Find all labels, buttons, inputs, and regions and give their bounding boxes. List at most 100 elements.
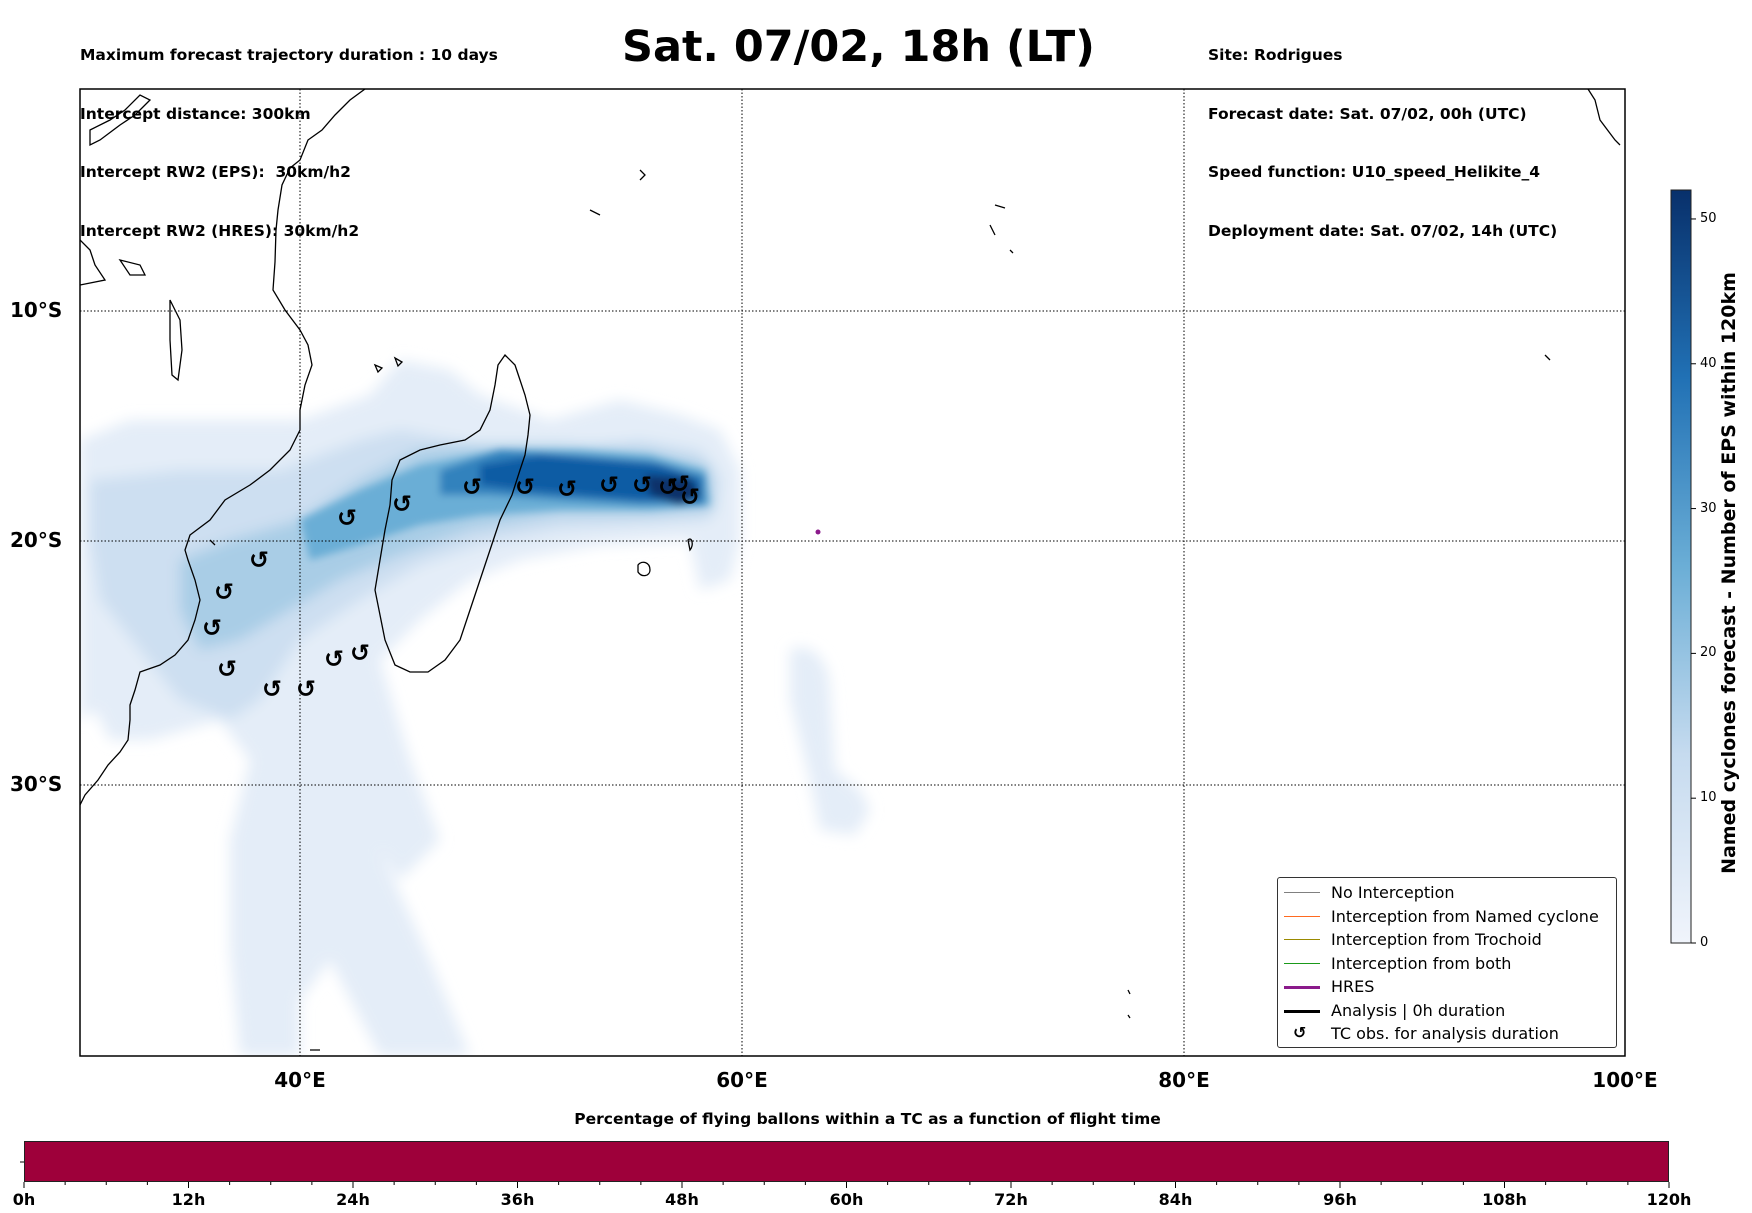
param-intercept-hres: Intercept RW2 (HRES): 30km/h2 (80, 221, 360, 240)
lat-label-10s: 10°S (10, 298, 63, 322)
africa-coast (80, 89, 366, 806)
comoros-2 (373, 363, 384, 374)
colorbar-right-tick-label: 10 (1700, 790, 1717, 806)
amsterdam-island (1127, 989, 1131, 1019)
param-trajectory-duration: Maximum forecast trajectory duration : 1… (80, 46, 498, 64)
madagascar (374, 353, 531, 673)
hres-point (815, 529, 821, 535)
legend-item: Interception from both (1278, 953, 1616, 975)
legend-line-swatch (1284, 962, 1320, 964)
density-tail-east (790, 647, 870, 835)
colorbar-bottom-tick-label: 120h (1646, 1190, 1692, 1209)
colorbar-right-tick-label: 30 (1700, 500, 1717, 516)
legend-label: Interception from both (1331, 953, 1512, 973)
tc-obs-symbol: ↺ (350, 639, 370, 667)
tc-obs-symbol: ↺ (392, 490, 412, 518)
tc-obs-symbol: ↺ (670, 470, 690, 498)
maldives (1587, 89, 1621, 146)
legend-label: Interception from Trochoid (1331, 930, 1542, 949)
legend-line-swatch (1284, 986, 1320, 989)
tc-obs-symbol: ↺ (217, 655, 237, 683)
legend-item: Analysis | 0h duration (1278, 1000, 1616, 1022)
colorbar-bottom-tick-label: 96h (1323, 1190, 1357, 1209)
tc-obs-symbol: ↺ (262, 675, 282, 703)
arabia-islands (89, 94, 152, 147)
comoros-1 (393, 356, 404, 368)
tc-obs-symbol: ↺ (557, 475, 577, 503)
param-intercept-eps: Intercept RW2 (EPS): 30km/h2 (80, 163, 351, 181)
density-core (645, 475, 700, 505)
legend-item: Interception from Trochoid (1278, 929, 1616, 951)
legend-item: Interception from Named cyclone (1278, 906, 1616, 928)
grid-lines (80, 89, 1625, 1056)
legend-label: Analysis | 0h duration (1331, 1000, 1506, 1020)
tc-obs-symbol: ↺ (202, 614, 222, 642)
forecast-date: Forecast date: Sat. 07/02, 00h (UTC) (1208, 104, 1527, 123)
site-name: Site: Rodrigues (1208, 46, 1343, 64)
colorbar-bottom-tick-label: 24h (336, 1190, 370, 1209)
legend-label: No Interception (1331, 883, 1455, 902)
colorbar-bottom-tick-label: 108h (1482, 1190, 1527, 1209)
colorbar-bottom-tick-label: 60h (829, 1190, 864, 1209)
site-info: Site: Rodrigues Forecast date: Sat. 07/0… (1208, 7, 1557, 261)
tc-obs-symbol: ↺ (214, 578, 234, 606)
lake-malawi (169, 299, 183, 382)
density-band-6 (480, 455, 700, 500)
colorbar-bottom-tick-label: 48h (665, 1190, 699, 1209)
mauritius (637, 561, 651, 577)
colorbar-right-ticks (1691, 218, 1696, 944)
colorbar-right-tick-label: 40 (1700, 355, 1717, 371)
tc-obs-legend-icon: ↺ (1293, 1023, 1307, 1042)
colorbar-bottom-bar (24, 1141, 1669, 1182)
colorbar-bottom-tick-label: 72h (994, 1190, 1028, 1209)
lon-label-40e: 40°E (274, 1068, 326, 1092)
tc-observations: ↺ ↺ ↺ ↺ ↺ ↺↺↺↺↺↺↺↺↺↺ ↺↺ ↺ (202, 470, 700, 703)
legend-item: HRES (1278, 976, 1616, 998)
colorbar-right-tick-label: 20 (1700, 645, 1717, 661)
tc-obs-symbol: ↺ (249, 546, 269, 574)
tc-obs-symbol: ↺ (337, 504, 357, 532)
colorbar-bottom-tick-label: 84h (1158, 1190, 1193, 1209)
legend-item: No Interception (1278, 882, 1616, 904)
lon-label-100e: 100°E (1592, 1068, 1658, 1092)
tc-obs-symbol: ↺ (680, 483, 700, 511)
legend-label: Interception from Named cyclone (1331, 906, 1599, 926)
map-legend: No Interception Interception from Named c… (1277, 877, 1617, 1048)
tc-obs-symbol: ↺ (462, 473, 482, 501)
chagos (989, 204, 1014, 254)
colorbar-bottom-tick-label: 12h (171, 1190, 206, 1209)
colorbar-right-gradient (1670, 189, 1692, 944)
eps-density-field (80, 360, 870, 1056)
lon-label-60e: 60°E (716, 1068, 768, 1092)
tc-obs-symbol: ↺ (515, 473, 535, 501)
cocos (1544, 354, 1551, 361)
tc-obs-symbol: ↺ (296, 675, 316, 703)
seychelles-2 (589, 209, 601, 216)
legend-line-swatch (1284, 1009, 1320, 1013)
legend-line-swatch (1284, 939, 1320, 940)
legend-line-swatch (1284, 892, 1320, 893)
tc-obs-symbol: ↺ (658, 473, 678, 501)
lat-label-30s: 30°S (10, 772, 63, 796)
colorbar-bottom-tick-label: 36h (500, 1190, 535, 1209)
tc-obs-symbol: ↺ (324, 645, 344, 673)
tc-obs-symbol: ↺ (632, 471, 652, 499)
colorbar-bottom-ticks (20, 1161, 1670, 1188)
colorbar-bottom-tick-label: 0h (12, 1190, 36, 1209)
speed-function: Speed function: U10_speed_Helikite_4 (1208, 163, 1541, 181)
colorbar-right-tick-label: 0 (1700, 935, 1709, 950)
reunion (687, 538, 693, 552)
legend-line-swatch (1284, 915, 1320, 917)
map-area: ↺ ↺ ↺ ↺ ↺ ↺↺↺↺↺↺↺↺↺↺ ↺↺ ↺ (80, 89, 1621, 1056)
legend-item: ↺ TC obs. for analysis duration (1278, 1023, 1616, 1045)
lake-victoria (118, 258, 147, 276)
colorbar-bottom-title: Percentage of flying ballons within a TC… (574, 1110, 1161, 1128)
deployment-date: Deployment date: Sat. 07/02, 14h (UTC) (1208, 221, 1558, 240)
legend-label: HRES (1331, 977, 1375, 996)
seychelles-1 (639, 169, 646, 181)
map-frame (79, 88, 1626, 1057)
lat-label-20s: 20°S (10, 528, 63, 552)
tc-obs-symbol: ↺ (599, 471, 619, 499)
legend-label: TC obs. for analysis duration (1331, 1024, 1559, 1043)
